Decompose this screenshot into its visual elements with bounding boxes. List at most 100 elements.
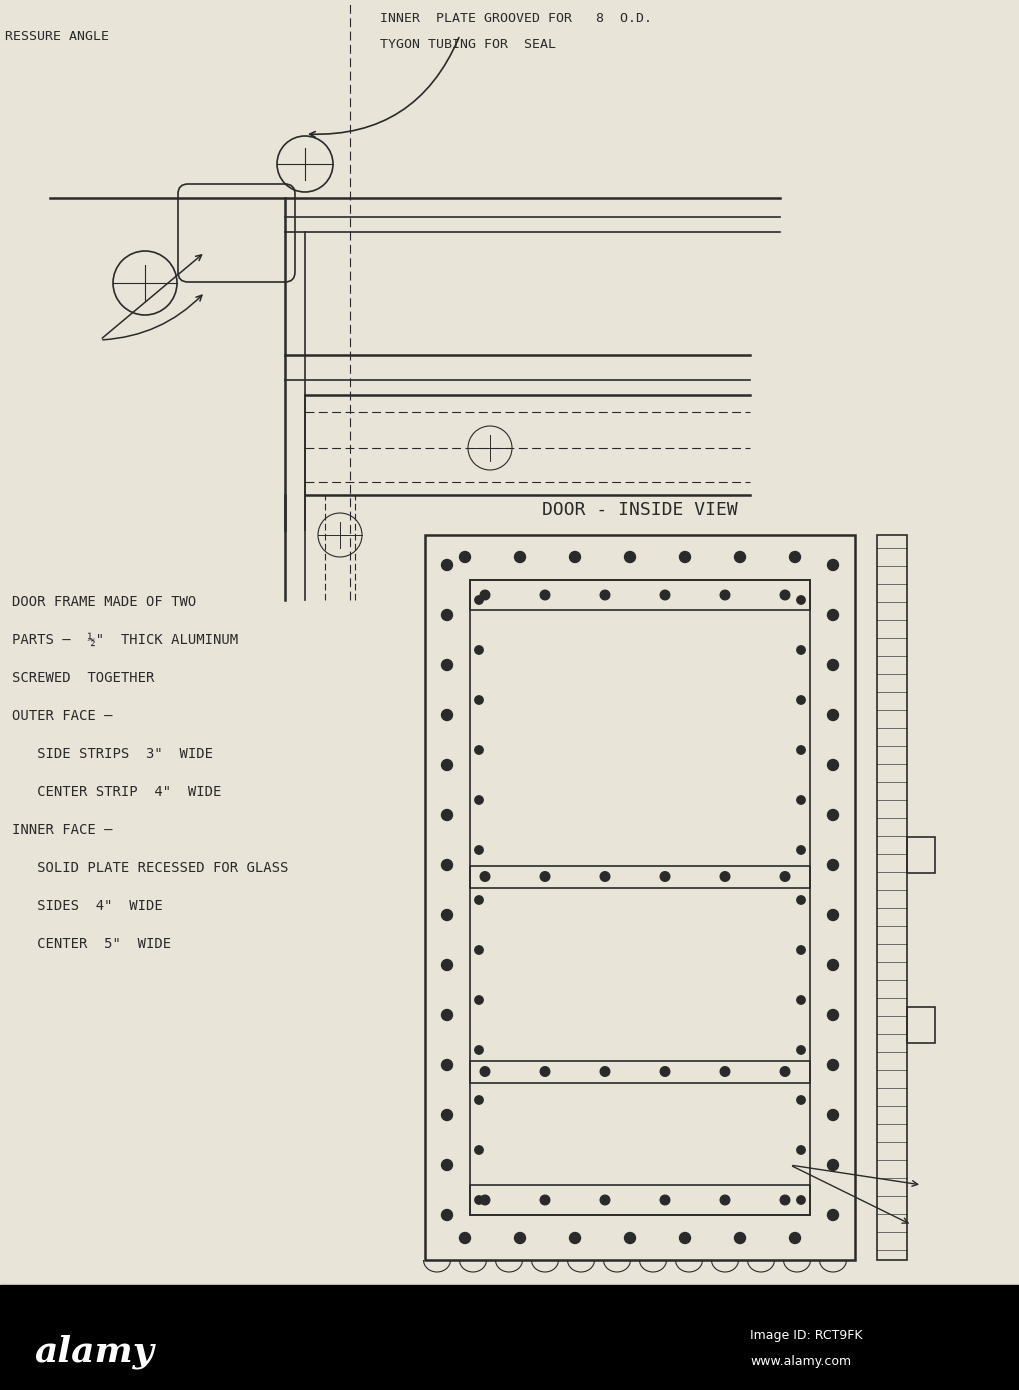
Text: Image ID: RCT9FK: Image ID: RCT9FK bbox=[749, 1329, 862, 1341]
Circle shape bbox=[796, 1195, 804, 1204]
Circle shape bbox=[826, 560, 838, 570]
Text: RESSURE ANGLE: RESSURE ANGLE bbox=[5, 31, 109, 43]
Circle shape bbox=[826, 1209, 838, 1220]
Circle shape bbox=[474, 1195, 483, 1204]
Circle shape bbox=[659, 591, 669, 600]
Circle shape bbox=[540, 1195, 549, 1205]
Bar bbox=[470, 580, 809, 610]
Circle shape bbox=[659, 1195, 669, 1205]
Circle shape bbox=[599, 872, 609, 881]
Circle shape bbox=[734, 552, 745, 563]
Circle shape bbox=[719, 1195, 729, 1205]
Circle shape bbox=[826, 1059, 838, 1070]
Circle shape bbox=[474, 746, 483, 755]
Bar bbox=[906, 837, 934, 873]
Circle shape bbox=[569, 1233, 580, 1244]
Circle shape bbox=[826, 1159, 838, 1170]
Circle shape bbox=[474, 845, 483, 855]
Text: CENTER STRIP  4"  WIDE: CENTER STRIP 4" WIDE bbox=[12, 785, 221, 799]
Circle shape bbox=[441, 659, 452, 670]
Circle shape bbox=[474, 1145, 483, 1154]
Circle shape bbox=[599, 591, 609, 600]
Circle shape bbox=[441, 759, 452, 770]
Circle shape bbox=[780, 591, 789, 600]
Circle shape bbox=[826, 959, 838, 970]
Circle shape bbox=[480, 1195, 489, 1205]
Circle shape bbox=[826, 1109, 838, 1120]
Circle shape bbox=[780, 1195, 789, 1205]
Text: SCREWED  TOGETHER: SCREWED TOGETHER bbox=[12, 671, 154, 685]
Circle shape bbox=[789, 1233, 800, 1244]
Circle shape bbox=[734, 1233, 745, 1244]
Circle shape bbox=[441, 909, 452, 920]
Circle shape bbox=[599, 1066, 609, 1076]
Circle shape bbox=[480, 1066, 489, 1076]
Text: SOLID PLATE RECESSED FOR GLASS: SOLID PLATE RECESSED FOR GLASS bbox=[12, 860, 288, 874]
Circle shape bbox=[474, 696, 483, 705]
Circle shape bbox=[474, 895, 483, 905]
Bar bbox=[470, 1061, 809, 1083]
Circle shape bbox=[624, 552, 635, 563]
Circle shape bbox=[474, 646, 483, 655]
Circle shape bbox=[796, 1145, 804, 1154]
Bar bbox=[0, 1284, 1019, 1390]
Circle shape bbox=[679, 552, 690, 563]
Text: TYGON TUBING FOR  SEAL: TYGON TUBING FOR SEAL bbox=[380, 38, 555, 51]
Text: alamy: alamy bbox=[35, 1334, 155, 1369]
Bar bbox=[470, 1186, 809, 1215]
Circle shape bbox=[826, 659, 838, 670]
Circle shape bbox=[796, 945, 804, 954]
Circle shape bbox=[569, 552, 580, 563]
Circle shape bbox=[796, 596, 804, 605]
Circle shape bbox=[796, 1095, 804, 1104]
Circle shape bbox=[441, 859, 452, 870]
Circle shape bbox=[719, 872, 729, 881]
Bar bbox=[470, 580, 809, 1215]
Circle shape bbox=[796, 995, 804, 1004]
Text: INNER  PLATE GROOVED FOR   8  O.D.: INNER PLATE GROOVED FOR 8 O.D. bbox=[380, 13, 651, 25]
Circle shape bbox=[826, 859, 838, 870]
Text: DOOR - INSIDE VIEW: DOOR - INSIDE VIEW bbox=[541, 500, 737, 518]
Circle shape bbox=[599, 1195, 609, 1205]
Circle shape bbox=[480, 591, 489, 600]
Circle shape bbox=[459, 552, 470, 563]
Circle shape bbox=[796, 646, 804, 655]
Circle shape bbox=[719, 591, 729, 600]
Bar bbox=[425, 535, 854, 1259]
Circle shape bbox=[441, 709, 452, 720]
Circle shape bbox=[441, 959, 452, 970]
Text: SIDE STRIPS  3"  WIDE: SIDE STRIPS 3" WIDE bbox=[12, 746, 213, 760]
Text: www.alamy.com: www.alamy.com bbox=[749, 1355, 850, 1369]
Circle shape bbox=[441, 1059, 452, 1070]
Circle shape bbox=[514, 1233, 525, 1244]
Circle shape bbox=[540, 872, 549, 881]
Circle shape bbox=[540, 1066, 549, 1076]
Circle shape bbox=[826, 709, 838, 720]
Circle shape bbox=[796, 845, 804, 855]
Circle shape bbox=[441, 1209, 452, 1220]
Circle shape bbox=[780, 872, 789, 881]
Circle shape bbox=[480, 872, 489, 881]
Circle shape bbox=[474, 1095, 483, 1104]
Circle shape bbox=[826, 909, 838, 920]
Circle shape bbox=[659, 1066, 669, 1076]
Circle shape bbox=[826, 1009, 838, 1020]
Circle shape bbox=[441, 560, 452, 570]
Circle shape bbox=[474, 596, 483, 605]
Circle shape bbox=[659, 872, 669, 881]
Circle shape bbox=[679, 1233, 690, 1244]
Text: SIDES  4"  WIDE: SIDES 4" WIDE bbox=[12, 899, 163, 913]
Circle shape bbox=[780, 1066, 789, 1076]
Circle shape bbox=[474, 1045, 483, 1054]
Circle shape bbox=[441, 1109, 452, 1120]
Circle shape bbox=[796, 796, 804, 805]
Circle shape bbox=[796, 895, 804, 905]
Circle shape bbox=[474, 945, 483, 954]
Circle shape bbox=[826, 609, 838, 620]
Circle shape bbox=[796, 1045, 804, 1054]
Circle shape bbox=[441, 1009, 452, 1020]
Text: INNER FACE –: INNER FACE – bbox=[12, 823, 112, 837]
Circle shape bbox=[459, 1233, 470, 1244]
Circle shape bbox=[474, 796, 483, 805]
Circle shape bbox=[441, 609, 452, 620]
